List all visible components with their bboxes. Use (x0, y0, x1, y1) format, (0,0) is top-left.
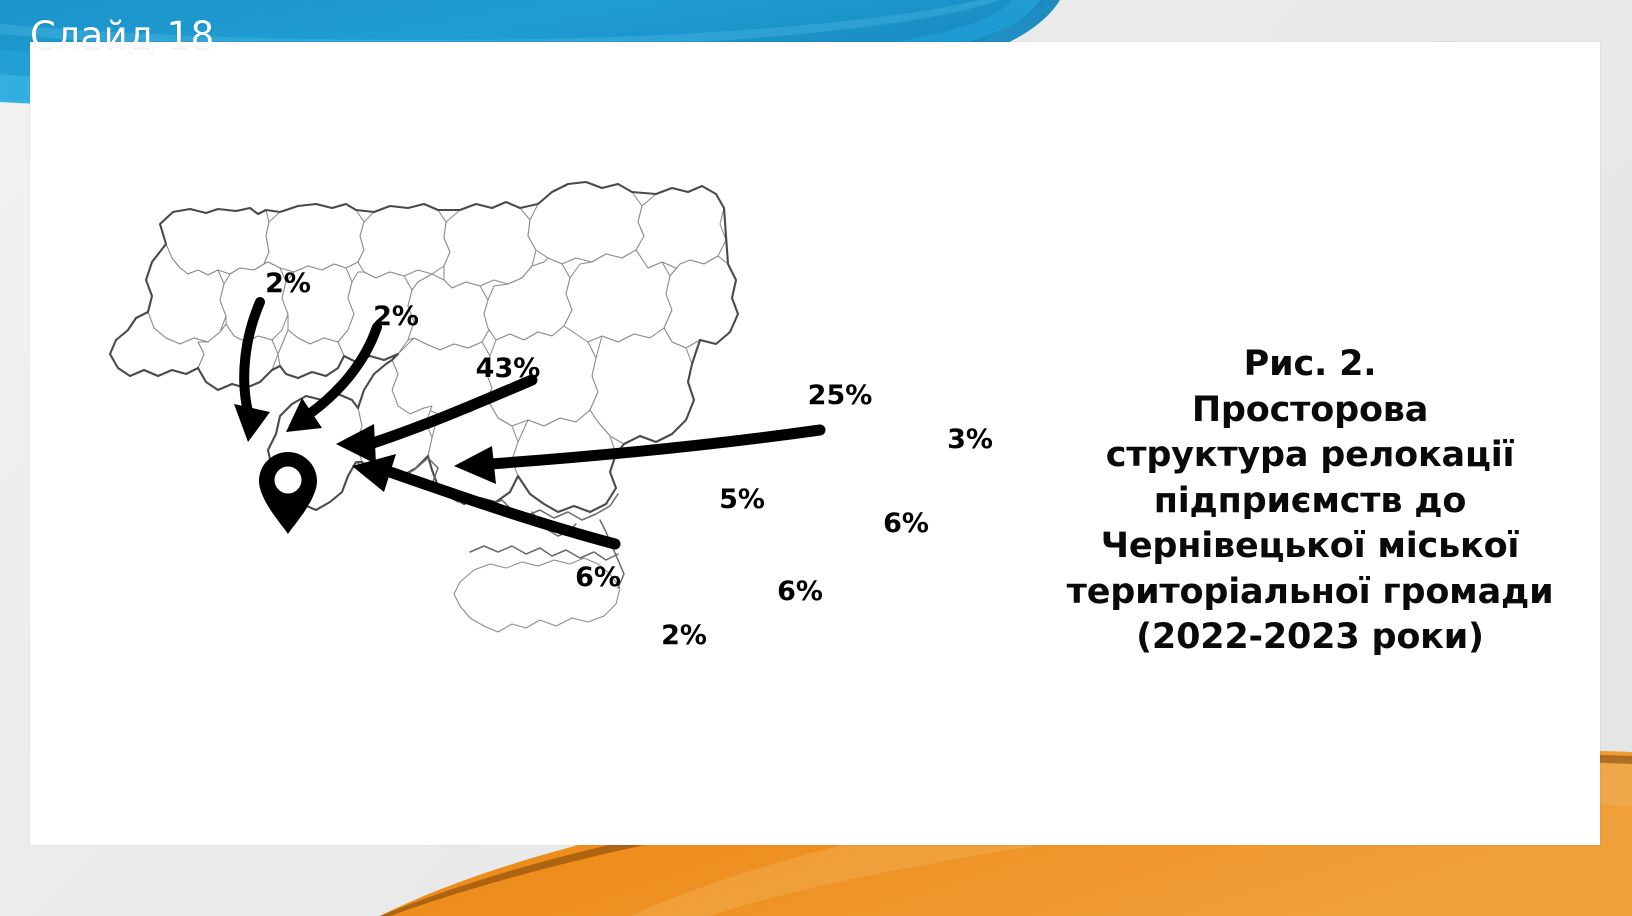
flow-arrow-center-43-head (336, 424, 376, 464)
flow-arrow-nw-head (234, 404, 270, 442)
ukraine-relocation-map: 2% 2% 43% 25% 3% 5% 6% 6% 6% 2% (40, 112, 1030, 812)
relocation-flow-arrows (234, 297, 826, 550)
caption-line-1: Рис. 2. (1243, 344, 1377, 384)
caption-line-7: (2022-2023 роки) (1136, 617, 1484, 657)
pct-label-nw-2: 2% (265, 268, 311, 299)
flow-arrow-ne-25-head (454, 446, 496, 484)
pct-label-c2-5: 5% (719, 484, 765, 515)
pct-label-n-2: 2% (373, 301, 419, 332)
flow-arrow-s-6 (384, 466, 621, 550)
caption-line-5: Чернівецької міської (1100, 526, 1520, 566)
pct-label-s-6: 6% (575, 562, 621, 593)
percentage-labels: 2% 2% 43% 25% 3% 5% 6% 6% 6% 2% (265, 268, 993, 651)
slide-title: Слайд 18 (30, 14, 215, 57)
pct-label-sw-6: 6% (777, 576, 823, 607)
caption-line-4: підприємств до (1153, 480, 1467, 521)
slide-content-panel: 2% 2% 43% 25% 3% 5% 6% 6% 6% 2% Рис. 2. … (30, 42, 1600, 845)
pct-label-s2-2: 2% (661, 620, 707, 651)
figure-caption: Рис. 2. Просторова структура релокації п… (1030, 342, 1590, 661)
flow-arrow-s-6-head (352, 454, 396, 492)
pct-label-c-43: 43% (476, 353, 541, 384)
flow-arrow-n-head (286, 398, 322, 432)
caption-line-2: Просторова (1191, 389, 1429, 430)
flow-arrow-n (303, 322, 382, 420)
flow-arrow-center-43 (364, 374, 538, 450)
map-region-outlines (109, 181, 739, 633)
pct-label-se-6: 6% (883, 508, 929, 539)
caption-line-6: територіальної громади (1066, 571, 1554, 612)
flow-arrow-ne-25 (484, 424, 826, 470)
map-pin-marker[interactable] (259, 452, 317, 534)
caption-line-3: структура релокації (1105, 435, 1515, 475)
flow-arrow-nw (239, 297, 265, 417)
pct-label-ne-25: 25% (808, 380, 873, 411)
pct-label-e-3: 3% (947, 424, 993, 455)
